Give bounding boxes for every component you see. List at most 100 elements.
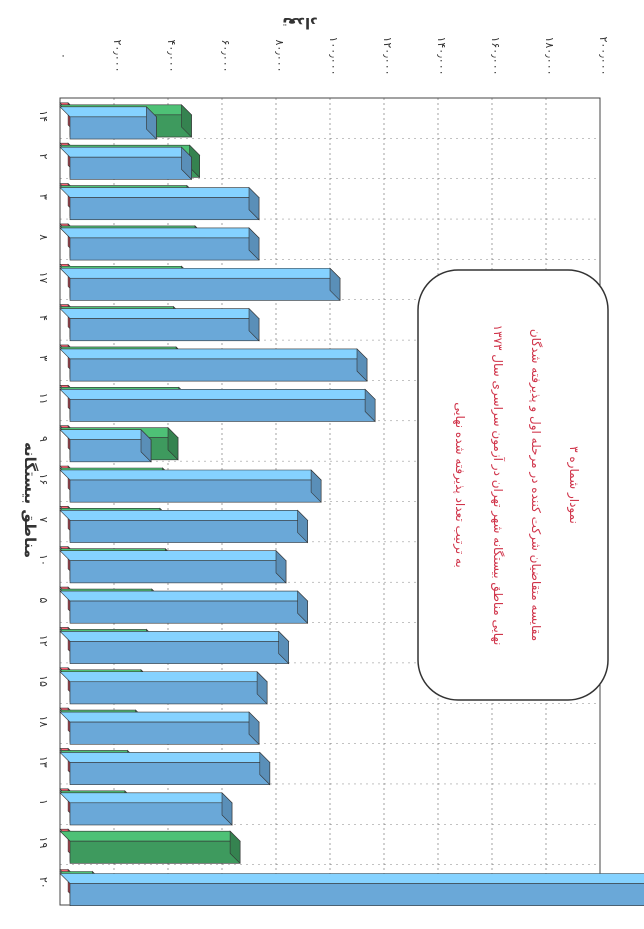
annotation-box (417, 269, 609, 701)
bar (59, 510, 309, 521)
bar (275, 549, 287, 584)
bar (59, 146, 193, 158)
bar (59, 792, 233, 804)
bar (248, 307, 260, 342)
x-tick-label: ۰ (57, 53, 70, 59)
bar (59, 590, 309, 602)
bar (167, 426, 179, 461)
x-tick-labels: ۰ ۲۰٫۰۰۰ ۴۰٫۰۰۰ ۶۰٫۰۰۰ ۸۰٫۰۰۰ ۱۰۰٫۰۰۰ ۱۲۰٫۰۰۰ ۱… (57, 36, 610, 75)
bar (146, 106, 157, 140)
bar (59, 308, 260, 319)
x-tick-label: ۱۰۰٫۰۰۰ (327, 36, 340, 75)
bar (59, 388, 376, 400)
bar (310, 469, 322, 503)
category-label: ۱۴ (37, 110, 50, 122)
bar (69, 277, 341, 301)
bar (69, 237, 260, 261)
annotation-text: نمودار شماره ۳ مقایسه متقاضیان شرکت کننده… (452, 325, 581, 646)
category-label: ۴ (37, 315, 50, 321)
annotation-line: به ترتیب تعداد پذیرفته شده نهایی (452, 402, 467, 568)
bar (69, 600, 308, 624)
bar (69, 479, 322, 503)
x-tick-label: ۱۸۰٫۰۰۰ (543, 36, 556, 75)
category-label: ۱۲ (37, 635, 50, 647)
category-label: ۱۸ (37, 715, 50, 727)
bar (59, 550, 287, 561)
category-label: ۷ (37, 517, 50, 523)
category-label: ۲۰ (37, 877, 50, 889)
category-label: ۱ (37, 799, 50, 805)
bar (297, 590, 308, 624)
x-tick-label: ۴۰٫۰۰۰ (165, 39, 178, 72)
bar (59, 752, 271, 763)
category-label: ۱۱ (37, 393, 50, 405)
bar (297, 509, 308, 544)
bar (69, 721, 260, 745)
category-label: ۱۰ (37, 554, 50, 566)
bar (259, 751, 271, 786)
bar (221, 792, 233, 826)
annotation-line: مقایسه متقاضیان شرکت کننده در مرحله اول … (528, 329, 543, 641)
bar (69, 156, 192, 180)
bar (248, 711, 260, 746)
x-axis-title: تعداد (282, 14, 318, 32)
bar (59, 469, 322, 481)
category-label: ۱۵ (37, 675, 50, 687)
category-label: ۳ (37, 194, 50, 200)
category-label: ۵ (37, 597, 50, 603)
bar (59, 348, 368, 360)
bar (69, 116, 157, 140)
category-label: ۹ (37, 436, 50, 442)
x-tick-label: ۱۴۰٫۰۰۰ (435, 36, 448, 75)
bar (140, 428, 152, 463)
bar (69, 398, 376, 422)
x-tick-label: ۱۶۰٫۰۰۰ (489, 36, 502, 75)
category-label: ۱۷ (37, 272, 50, 284)
x-tick-label: ۸۰٫۰۰۰ (273, 39, 286, 72)
bar (69, 318, 260, 342)
annotation-line: نمودار شماره ۳ (566, 446, 581, 524)
bar (364, 388, 376, 423)
bar (181, 146, 192, 181)
bar (59, 873, 644, 884)
annotation-line: نهایی مناطق بیستگانه شهر تهران در آزمون … (490, 325, 506, 646)
bar (181, 104, 192, 138)
bar (59, 267, 341, 279)
bar (59, 671, 268, 683)
y-axis-title: مناطق بیستگانه (21, 442, 39, 558)
x-tick-label: ۲۰۰٫۰۰۰ (597, 36, 610, 75)
bar (59, 187, 260, 198)
bar (59, 830, 241, 842)
bar (59, 711, 260, 723)
category-label: ۸ (37, 234, 50, 240)
bar (69, 197, 260, 221)
bar (248, 186, 260, 221)
x-tick-label: ۶۰٫۰۰۰ (219, 39, 232, 72)
bar (69, 840, 241, 864)
bar (59, 106, 158, 118)
bar (329, 267, 341, 302)
category-label: ۳ (37, 355, 50, 361)
bar (69, 883, 644, 906)
bar (256, 671, 268, 705)
bar (69, 802, 233, 826)
category-label: ۱۹ (37, 837, 50, 849)
bar (69, 641, 289, 664)
bar (248, 227, 260, 261)
bar (69, 681, 268, 705)
x-tick-label: ۱۲۰٫۰۰۰ (381, 36, 394, 75)
x-tick-label: ۲۰٫۰۰۰ (111, 39, 124, 72)
category-label: ۲ (37, 154, 50, 160)
bars-layer (59, 102, 644, 906)
bar (59, 227, 260, 239)
bar (69, 520, 308, 543)
bar (69, 560, 287, 584)
category-label: ۱۳ (37, 756, 50, 768)
bar (229, 830, 241, 865)
bar (356, 348, 368, 382)
bar (69, 439, 152, 463)
category-label: ۱۶ (37, 473, 50, 485)
bar (59, 631, 290, 642)
